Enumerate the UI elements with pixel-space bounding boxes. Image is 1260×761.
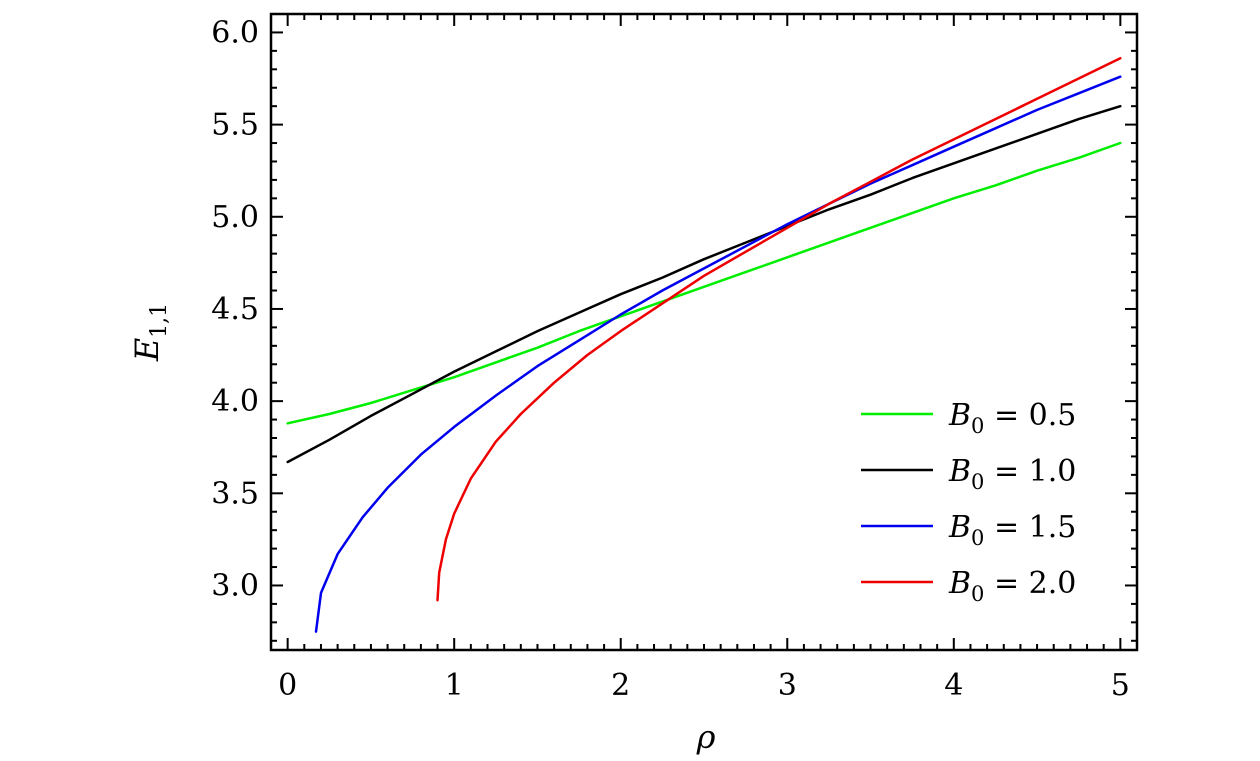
y-tick-labels: 3.0 3.5 4.0 4.5 5.0 5.5 6.0 (211, 15, 259, 603)
series-lines (286, 56, 1122, 633)
series-line-3 (314, 75, 1122, 633)
y-axis-label-main: E (128, 338, 166, 362)
y-axis-label-sub: 1,1 (147, 303, 172, 338)
x-tick-label: 5 (1111, 668, 1130, 703)
y-tick-label: 4.0 (211, 384, 259, 419)
y-tick-label: 3.5 (211, 476, 259, 511)
axis-ticks (271, 14, 1137, 650)
legend-value: = 1.0 (984, 454, 1076, 489)
x-tick-label: 2 (611, 668, 630, 703)
y-axis-label: E1,1 (128, 303, 172, 362)
y-tick-label: 6.0 (211, 15, 259, 50)
legend-entry-label: B0 = 1.0 (948, 454, 1076, 494)
x-tick-label: 4 (944, 668, 963, 703)
legend-value: = 0.5 (984, 398, 1076, 433)
legend-subscript: 0 (971, 414, 984, 438)
series-line-1 (286, 141, 1122, 425)
series-line-4 (436, 56, 1122, 602)
x-tick-labels: 0 1 2 3 4 5 (278, 668, 1130, 703)
legend-symbol: B (948, 398, 971, 433)
legend-symbol: B (948, 510, 971, 545)
legend-entry-label: B0 = 0.5 (948, 398, 1076, 438)
x-tick-label: 3 (778, 668, 797, 703)
legend-entry-label: B0 = 1.5 (948, 510, 1076, 550)
legend-entry-label: B0 = 2.0 (948, 566, 1076, 606)
x-axis-label: ρ (696, 718, 716, 756)
y-tick-label: 5.0 (211, 200, 259, 235)
y-tick-label: 4.5 (211, 292, 259, 327)
legend-value: = 2.0 (984, 566, 1076, 601)
y-tick-label: 3.0 (211, 568, 259, 603)
legend-subscript: 0 (971, 582, 984, 606)
legend: B0 = 0.5B0 = 1.0B0 = 1.5B0 = 2.0 (861, 398, 1076, 606)
legend-symbol: B (948, 454, 971, 489)
y-tick-label: 5.5 (211, 108, 259, 143)
series-line-2 (286, 104, 1122, 464)
legend-value: = 1.5 (984, 510, 1076, 545)
legend-subscript: 0 (971, 470, 984, 494)
x-tick-label: 0 (278, 668, 297, 703)
legend-symbol: B (948, 566, 971, 601)
legend-subscript: 0 (971, 526, 984, 550)
plot-frame (269, 12, 1139, 652)
x-tick-label: 1 (445, 668, 464, 703)
